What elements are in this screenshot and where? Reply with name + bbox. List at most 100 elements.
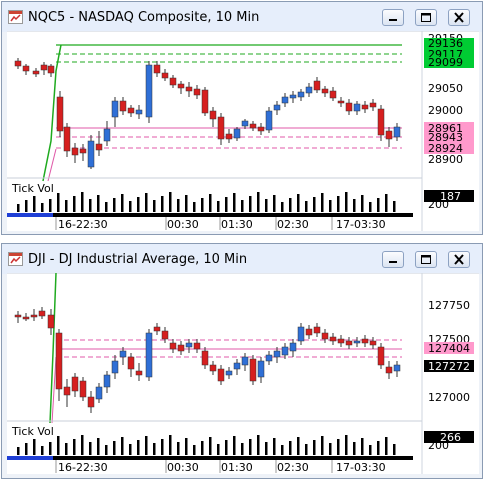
candle-body (353, 340, 361, 344)
titlebar[interactable]: DJI - DJ Industrial Average, 10 Min (2, 244, 482, 274)
chart-plot[interactable]: 29150 29050 29000 28950 28900 29136 2911… (7, 31, 479, 231)
volume-bar (273, 438, 276, 455)
volume-bar (177, 199, 180, 212)
volume-bar (41, 446, 44, 455)
volume-bar (225, 440, 228, 455)
price-tag (424, 142, 474, 154)
candle-body (361, 338, 369, 344)
price-label: 127000 (428, 391, 470, 404)
price-label: 127750 (428, 299, 470, 312)
candle-body (393, 364, 401, 372)
volume-bar (57, 193, 60, 212)
candle-body (329, 336, 337, 342)
candle-body (145, 332, 153, 378)
minimize-button[interactable] (382, 251, 404, 268)
candle-body (393, 126, 401, 138)
candle-body (185, 342, 193, 348)
price-tag-label: 29099 (428, 56, 463, 69)
restore-button[interactable] (415, 251, 437, 268)
volume-bar (145, 193, 148, 212)
volume-bars (17, 435, 396, 455)
candle-body (87, 140, 95, 168)
session-bar (53, 213, 413, 217)
volume-bar (393, 201, 396, 212)
volume-bar (193, 202, 196, 212)
volume-bar (33, 196, 36, 212)
volume-bar (377, 198, 380, 212)
chart-plot[interactable]: 127750 127500 127000 127404 127272 Tick … (7, 273, 479, 474)
volume-bar (49, 199, 52, 212)
volume-bar (105, 445, 108, 455)
candle-body (14, 60, 22, 67)
volume-bar (89, 199, 92, 212)
candle-body (14, 314, 22, 318)
volume-bar (57, 436, 60, 455)
volume-bars (17, 192, 396, 212)
volume-bar (265, 199, 268, 212)
candle-body (321, 88, 329, 94)
minimize-icon (389, 19, 397, 21)
price-tag (424, 57, 474, 68)
candle-body (337, 100, 345, 104)
volume-bar (369, 445, 372, 455)
volume-tag-label: 187 (440, 190, 461, 203)
volume-bar (105, 202, 108, 212)
volume-bar (257, 435, 260, 455)
close-button[interactable] (448, 9, 470, 26)
volume-tag (424, 190, 474, 202)
app-window-icon (8, 252, 23, 266)
volume-bar (97, 438, 100, 455)
minimize-icon (389, 261, 397, 263)
candles (14, 307, 401, 413)
restore-button[interactable] (415, 9, 437, 26)
volume-bar (217, 201, 220, 212)
candle-body (87, 396, 95, 408)
price-tag (424, 360, 474, 372)
session-bar (7, 213, 53, 217)
candle-body (289, 94, 297, 99)
price-chart[interactable]: 127750 127500 127000 127404 127272 Tick … (7, 273, 479, 474)
titlebar[interactable]: NQC5 - NASDAQ Composite, 10 Min (2, 2, 482, 32)
candle-body (119, 350, 127, 358)
candle-body (169, 342, 177, 350)
volume-bar (353, 442, 356, 455)
volume-bar (217, 444, 220, 455)
candle-body (225, 370, 233, 376)
candle-body (135, 370, 143, 376)
volume-bar (17, 204, 20, 212)
candle-body (127, 107, 135, 114)
candle-body (63, 386, 71, 396)
volume-tag (424, 431, 474, 443)
price-tag-label: 28924 (428, 142, 463, 155)
price-chart[interactable]: 29150 29050 29000 28950 28900 29136 2911… (7, 31, 479, 231)
volume-bar (97, 195, 100, 212)
candle-body (369, 340, 377, 346)
candle-body (103, 128, 111, 142)
candle-body (153, 326, 161, 332)
minimize-button[interactable] (382, 9, 404, 26)
candle-body (265, 354, 273, 362)
candle-body (313, 80, 321, 91)
close-button[interactable] (448, 251, 470, 268)
volume-bar (233, 193, 236, 212)
chart-window-nqc5: NQC5 - NASDAQ Composite, 10 Min (1, 1, 483, 235)
volume-bar (369, 202, 372, 212)
volume-bar (121, 194, 124, 212)
volume-bar (385, 194, 388, 212)
candle-body (201, 89, 209, 114)
volume-bar (361, 195, 364, 212)
volume-bar (137, 197, 140, 212)
time-label: 16-22:30 (58, 218, 108, 231)
volume-bar (145, 436, 148, 455)
candle-body (193, 342, 201, 350)
price-tag-label: 127272 (428, 360, 470, 373)
volume-bar (201, 441, 204, 455)
volume-bar (353, 199, 356, 212)
close-icon (454, 12, 464, 23)
volume-bar (377, 441, 380, 455)
candle-body (30, 314, 38, 318)
candle-body (201, 350, 209, 366)
candle-body (79, 148, 87, 154)
session-bar (7, 456, 53, 460)
volume-bar (73, 196, 76, 212)
